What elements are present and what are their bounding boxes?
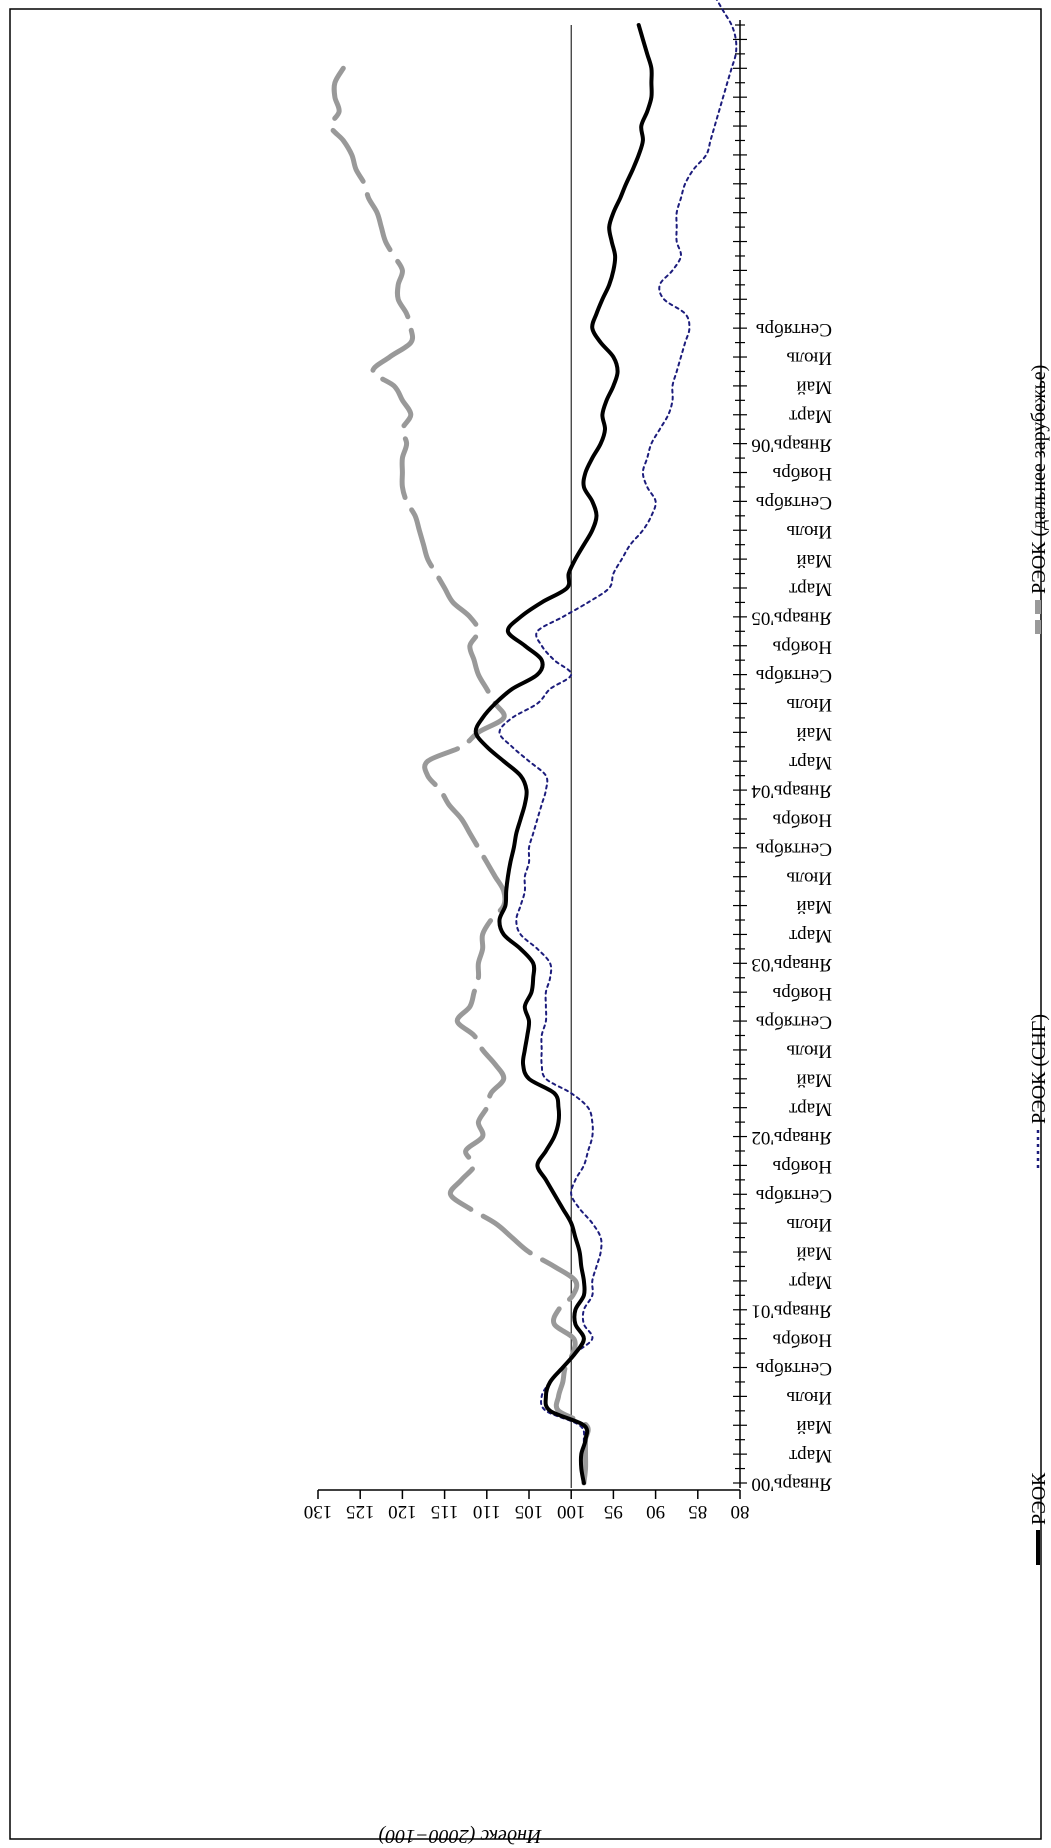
time-axis-tick-label: Май <box>797 896 833 917</box>
time-axis-tick-label: Июль <box>786 867 832 888</box>
time-axis-tick-label: Май <box>797 1069 833 1090</box>
time-axis-tick-label: Июль <box>786 694 832 715</box>
value-axis-tick-label: 95 <box>604 1501 623 1522</box>
time-axis-tick-label: Январь'05 <box>751 608 832 629</box>
plot-border <box>9 8 1042 1840</box>
value-axis-tick-label: 115 <box>431 1501 459 1522</box>
value-axis-tick-label: 80 <box>731 1501 750 1522</box>
time-axis-tick-label: Март <box>788 405 832 426</box>
value-axis-tick-label: 125 <box>346 1501 375 1522</box>
time-axis-tick-label: Июль <box>786 348 832 369</box>
legend-label-reok: РЭОК <box>1028 1472 1050 1525</box>
time-axis-tick-label: Май <box>797 550 833 571</box>
time-axis-tick-label: Ноябрь <box>772 1156 832 1177</box>
time-axis-tick-label: Май <box>797 723 833 744</box>
time-axis-tick-label: Сентябрь <box>756 1358 832 1379</box>
time-axis-tick-label: Январь'06 <box>751 434 832 455</box>
time-axis-tick-label: Май <box>797 1416 833 1437</box>
time-axis-tick-label: Ноябрь <box>772 983 832 1004</box>
time-axis-tick-label: Сентябрь <box>756 1185 832 1206</box>
value-axis-tick-label: 110 <box>473 1501 501 1522</box>
time-axis-tick-label: Июль <box>786 521 832 542</box>
time-axis-tick-label: Март <box>788 1098 832 1119</box>
time-axis-tick-label: Сентябрь <box>756 1012 832 1033</box>
legend: РЭОК РЭОК (СНГ) РЭОК (дальнее зарубежье) <box>1028 365 1050 1565</box>
legend-label-reok-sng: РЭОК (СНГ) <box>1028 1014 1050 1124</box>
time-axis-tick-label: Март <box>788 925 832 946</box>
time-axis-tick-label: Май <box>797 377 833 398</box>
time-axis-tick-label: Сентябрь <box>756 319 832 340</box>
time-axis-tick-label: Январь'00 <box>751 1474 832 1495</box>
series-line-reok-sng <box>498 0 738 1484</box>
time-axis-tick-label: Ноябрь <box>772 1329 832 1350</box>
time-axis-tick-label: Июль <box>786 1214 832 1235</box>
value-axis-tick-label: 130 <box>304 1501 333 1522</box>
time-axis-tick-label: Январь'04 <box>751 781 832 802</box>
time-axis-tick-label: Март <box>788 1445 832 1466</box>
series-line-reok-far <box>328 65 591 1486</box>
value-axis-tick-label: 85 <box>688 1501 707 1522</box>
time-axis-tick-label: Январь'02 <box>751 1127 832 1148</box>
value-axis-tick-label: 105 <box>515 1501 544 1522</box>
time-axis-tick-label: Ноябрь <box>772 463 832 484</box>
time-axis-tick-label: Март <box>788 579 832 600</box>
time-axis-tick-label: Январь'03 <box>751 954 832 975</box>
time-axis-tick-label: Июль <box>786 1041 832 1062</box>
time-axis-tick-label: Ноябрь <box>772 810 832 831</box>
chart-root: 80 85 90 95 100 105 110 115 120 125 130 Январь'00 Ма… <box>304 0 832 1522</box>
legend-label-reok-far: РЭОК (дальнее зарубежье) <box>1028 365 1050 594</box>
time-axis-tick-label: Июль <box>786 1387 832 1408</box>
value-axis-tick-label: 90 <box>646 1501 665 1522</box>
series-line-reok <box>473 23 654 1485</box>
time-axis-tick-label: Март <box>788 752 832 773</box>
time-axis-tick-label: Март <box>788 1272 832 1293</box>
time-axis-tick-label: Сентябрь <box>756 665 832 686</box>
time-axis-tick-label: Сентябрь <box>756 838 832 859</box>
y-axis-label: Индекс (2000=100) <box>378 1825 542 1847</box>
time-axis-tick-label: Ноябрь <box>772 636 832 657</box>
time-axis-tick-label: Май <box>797 1243 833 1264</box>
value-axis-tick-label: 100 <box>557 1501 586 1522</box>
time-axis-tick-label: Январь'01 <box>751 1300 832 1321</box>
value-axis-tick-label: 120 <box>388 1501 417 1522</box>
time-axis-tick-label: Сентябрь <box>756 492 832 513</box>
